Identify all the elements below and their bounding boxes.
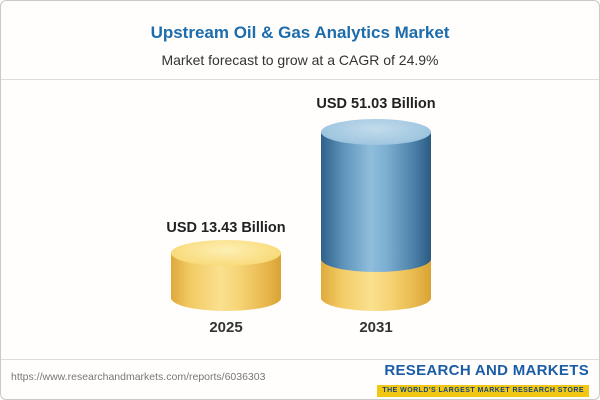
- research-and-markets-logo: RESEARCH AND MARKETS THE WORLD'S LARGEST…: [377, 362, 589, 397]
- bar-2031-growth-segment: [321, 132, 431, 259]
- report-url: https://www.researchandmarkets.com/repor…: [11, 371, 266, 383]
- page-title: Upstream Oil & Gas Analytics Market: [150, 23, 450, 42]
- axis-label-2025: 2025: [209, 319, 243, 336]
- logo-wordmark: RESEARCH AND MARKETS: [384, 362, 589, 379]
- header-divider: [1, 79, 599, 80]
- value-label-2031: USD 51.03 Billion: [316, 96, 436, 112]
- axis-label-2031: 2031: [359, 319, 393, 336]
- footer-divider: [1, 359, 599, 360]
- value-label-2025: USD 13.43 Billion: [166, 220, 286, 236]
- bar-2025-top-ellipse: [171, 240, 281, 266]
- bar-2031-top-ellipse: [321, 119, 431, 145]
- logo-tagline: THE WORLD'S LARGEST MARKET RESEARCH STOR…: [377, 384, 589, 397]
- chart-subtitle: Market forecast to grow at a CAGR of 24.…: [161, 52, 439, 68]
